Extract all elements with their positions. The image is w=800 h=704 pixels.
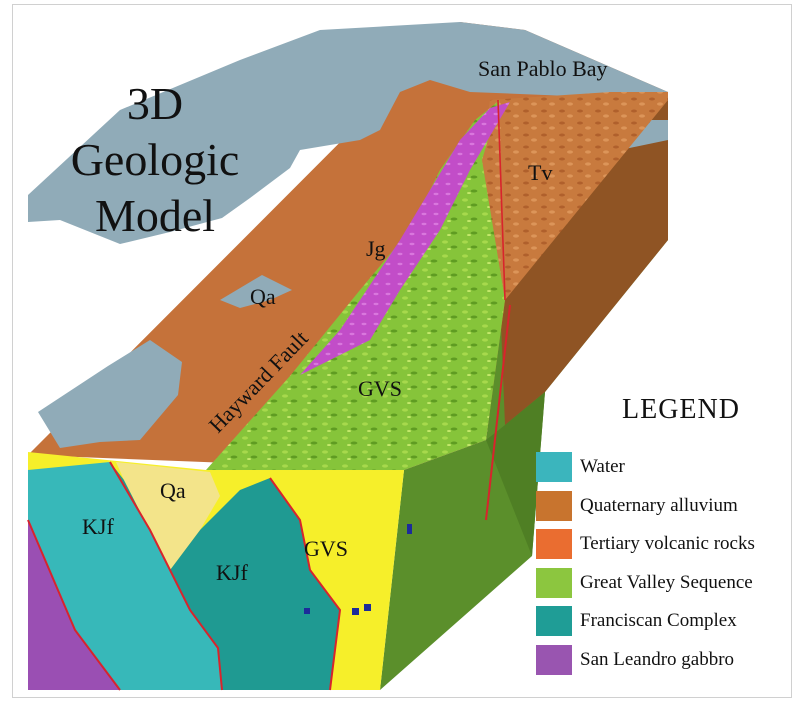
front-fault-1 bbox=[109, 461, 223, 691]
legend-swatch-franciscan-complex bbox=[536, 606, 572, 636]
volcanic-top bbox=[482, 92, 668, 300]
right-side-face bbox=[380, 95, 668, 690]
legend-swatch-water bbox=[536, 452, 572, 482]
franciscan-center-unit bbox=[110, 462, 340, 690]
label-kjf-left: KJf bbox=[82, 514, 114, 539]
figure-border bbox=[12, 4, 792, 698]
label-jg: Jg bbox=[366, 236, 386, 261]
label-san-pablo-bay: San Pablo Bay bbox=[478, 56, 608, 81]
label-qa-top: Qa bbox=[250, 284, 276, 309]
legend-swatch-tertiary-volcanic-rocks bbox=[536, 529, 572, 559]
legend-label-quaternary-alluvium: Quaternary alluvium bbox=[580, 494, 738, 516]
gabbro-top bbox=[300, 102, 510, 375]
legend-swatch-great-valley-sequence bbox=[536, 567, 572, 598]
legend-swatch-quaternary-alluvium bbox=[536, 490, 572, 521]
label-gvs-top: GVS bbox=[358, 376, 402, 401]
legend-label-san-leandro-gabbro: San Leandro gabbro bbox=[580, 648, 735, 670]
small-blue-blocks bbox=[304, 524, 412, 615]
legend-title: LEGEND bbox=[622, 394, 740, 425]
legend-label-water: Water bbox=[580, 456, 625, 477]
top-surface bbox=[28, 22, 668, 470]
side-fault-line bbox=[485, 304, 511, 521]
front-fault-3 bbox=[269, 477, 342, 691]
side-face-shade bbox=[486, 392, 545, 556]
title-line-2: Model bbox=[94, 190, 216, 241]
gabbro-front-unit bbox=[28, 520, 120, 690]
front-fault-2 bbox=[27, 519, 121, 691]
water-patch-south bbox=[38, 340, 182, 448]
front-cross-section bbox=[27, 452, 412, 691]
label-qa-front: Qa bbox=[160, 478, 186, 503]
title-line-1: 3D Geologic bbox=[70, 78, 240, 185]
label-kjf-center: KJf bbox=[216, 560, 248, 585]
legend-label-tertiary-volcanic-rocks: Tertiary volcanic rocks bbox=[580, 533, 755, 554]
legend-swatch-san-leandro-gabbro bbox=[536, 644, 572, 675]
side-face-brown bbox=[500, 95, 668, 425]
qa-front-unit bbox=[116, 462, 220, 570]
bay-water bbox=[28, 22, 668, 244]
top-fault-line bbox=[497, 99, 506, 301]
label-gvs-front: GVS bbox=[304, 536, 348, 561]
label-tv: Tv bbox=[528, 160, 552, 185]
figure-title: 3D Geologic Model bbox=[40, 76, 270, 244]
legend-label-great-valley-sequence: Great Valley Sequence bbox=[580, 571, 753, 593]
legend-label-franciscan-complex: Franciscan Complex bbox=[580, 610, 737, 631]
water-patch-mid bbox=[220, 275, 292, 308]
